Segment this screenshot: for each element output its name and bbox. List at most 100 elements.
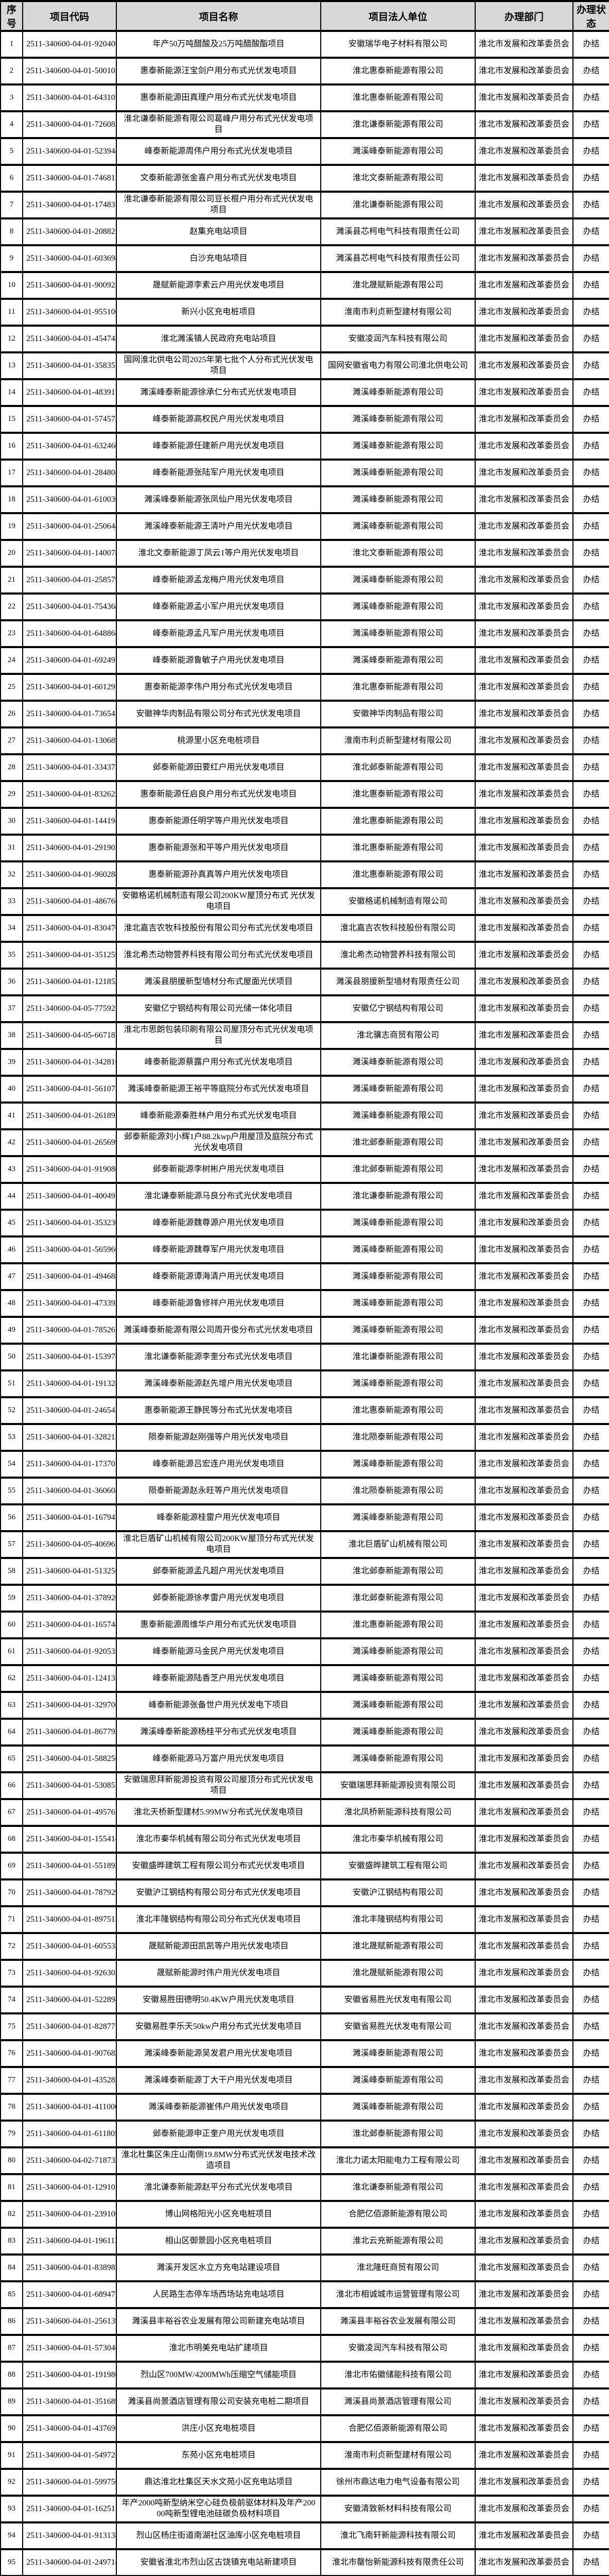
legal-entity-cell: 淮北惠泰新能源有限公司 (320, 673, 476, 702)
project-name-cell: 安徽省淮北市烈山区古饶镇充电站新建项目 (116, 2548, 321, 2576)
row-number-cell: 24 (0, 646, 23, 675)
legal-entity-cell: 濉溪峰泰新能源有限公司 (320, 1235, 476, 1264)
project-code-cell: 2511-340600-04-01-726085 (22, 110, 117, 139)
project-code-cell: 2511-340600-04-01-144194 (22, 807, 117, 836)
table-row: 39 2511-340600-04-01-342810 峰泰新能源蔡露户用分布式光伏… (0, 1048, 609, 1077)
table-row: 13 2511-340600-04-01-358357 国网淮北供电公司2025年第… (0, 351, 609, 380)
table-row: 5 2511-340600-04-01-523944 峰泰新能源周伟户用分布式光伏发… (0, 137, 609, 166)
legal-entity-cell: 濉溪峰泰新能源有限公司 (320, 2066, 476, 2095)
row-number-cell: 36 (0, 968, 23, 996)
project-code-cell: 2511-340600-04-01-249714 (22, 2548, 117, 2576)
project-name-cell: 烈山区700MW/4200MWh压缩空气储能项目 (116, 2361, 321, 2389)
project-name-cell: 国网淮北供电公司2025年第七批个人分布式光伏发电项目 (116, 351, 321, 380)
department-cell: 淮北市发展和改革委员会 (475, 1235, 573, 1264)
table-row: 1 2511-340600-04-01-920406 年产50万吨醋酸及25万吨醋酸… (0, 30, 609, 59)
legal-entity-cell: 淮北飞南轩新能源科技有限公司 (320, 2521, 476, 2550)
project-code-cell: 2511-340600-04-01-351689 (22, 2387, 117, 2416)
project-code-cell: 2511-340600-04-01-785261 (22, 1316, 117, 1345)
table-row: 12 2511-340600-04-01-454742 淮北濉溪镇人民政府充电站项目… (0, 325, 609, 353)
department-cell: 淮北市发展和改革委员会 (475, 1503, 573, 1532)
table-row: 59 2511-340600-04-01-378920 邺泰新能源徐孝雷户用光伏发电… (0, 1584, 609, 1613)
project-name-cell: 相山区御景园小区充电桩项目 (116, 2227, 321, 2256)
row-number-cell: 76 (0, 2039, 23, 2068)
status-cell: 办结 (572, 2200, 609, 2229)
project-code-cell: 2511-340600-04-01-549724 (22, 2441, 117, 2470)
department-cell: 淮北市发展和改革委员会 (475, 2495, 573, 2523)
department-cell: 淮北市发展和改革委员会 (475, 807, 573, 836)
table-row: 38 2511-340600-04-05-667181 淮北市思朗包装印刷有限公司屋… (0, 1021, 609, 1050)
row-number-cell: 5 (0, 137, 23, 166)
department-cell: 淮北市发展和改革委员会 (475, 2521, 573, 2550)
project-name-cell: 邺泰新能源李树彬户用光伏发电项目 (116, 1155, 321, 1184)
department-cell: 淮北市发展和改革委员会 (475, 1852, 573, 1880)
legal-entity-cell: 淮北凤桥新能源科技有限公司 (320, 1798, 476, 1827)
department-cell: 淮北市发展和改革委员会 (475, 1718, 573, 1747)
project-name-cell: 桃源里小区充电桩项目 (116, 726, 321, 755)
project-code-cell: 2511-340600-04-01-754368 (22, 592, 117, 621)
department-cell: 淮北市发展和改革委员会 (475, 2039, 573, 2068)
table-row: 21 2511-340600-04-01-258579 峰泰新能源孟龙梅户用光伏发电… (0, 566, 609, 595)
legal-entity-cell: 淮北丰隆钢结构有限公司 (320, 1905, 476, 1934)
status-cell: 办结 (572, 1557, 609, 1586)
table-row: 87 2511-340600-04-01-573046 淮北市明美充电站扩建项目 安徽… (0, 2334, 609, 2363)
project-name-cell: 濉溪峰泰新能源张凤仙户用光伏发电项目 (116, 485, 321, 514)
row-number-cell: 54 (0, 1450, 23, 1479)
status-cell: 办结 (572, 1744, 609, 1773)
legal-entity-cell: 安徽沪江钢结构有限公司 (320, 1878, 476, 1907)
status-cell: 办结 (572, 2387, 609, 2416)
project-name-cell: 陨泰新能源赵永旺等户用光伏发电项目 (116, 1477, 321, 1505)
project-code-cell: 2511-340600-04-01-250644 (22, 512, 117, 541)
project-name-cell: 峰泰新能源魏尊源户用光伏发电项目 (116, 1209, 321, 1238)
project-code-cell: 2511-340600-04-01-828771 (22, 2012, 117, 2041)
project-code-cell: 2511-340600-04-01-588256 (22, 1744, 117, 1773)
status-cell: 办结 (572, 1878, 609, 1907)
row-number-cell: 9 (0, 244, 23, 273)
row-number-cell: 91 (0, 2441, 23, 2470)
department-cell: 淮北市发展和改革委员会 (475, 164, 573, 193)
row-number-cell: 18 (0, 485, 23, 514)
legal-entity-cell: 淮北谦泰新能源有限公司 (320, 1182, 476, 1211)
row-number-cell: 88 (0, 2361, 23, 2389)
legal-entity-cell: 濉溪峰泰新能源有限公司 (320, 1664, 476, 1693)
column-header-department: 办理部门 (475, 0, 573, 32)
project-code-cell: 2511-340600-04-01-165744 (22, 1611, 117, 1639)
status-cell: 办结 (572, 1986, 609, 2014)
status-cell: 办结 (572, 1235, 609, 1264)
project-code-cell: 2511-340600-04-01-353230 (22, 1209, 117, 1238)
legal-entity-cell: 濉溪峰泰新能源有限公司 (320, 1101, 476, 1130)
project-code-cell: 2511-340600-04-01-513256 (22, 1557, 117, 1586)
table-row: 16 2511-340600-04-01-632460 峰泰新能源任建新户用光伏发电… (0, 432, 609, 461)
row-number-cell: 92 (0, 2468, 23, 2497)
status-cell: 办结 (572, 1664, 609, 1693)
project-name-cell: 峰泰新能源高权民户用光伏发电项目 (116, 405, 321, 434)
row-number-cell: 52 (0, 1396, 23, 1425)
project-code-cell: 2511-340600-04-01-565966 (22, 1235, 117, 1264)
legal-entity-cell: 淮北邺泰新能源有限公司 (320, 753, 476, 782)
row-number-cell: 32 (0, 860, 23, 889)
legal-entity-cell: 安徽清致新材料科技有限公司 (320, 2495, 476, 2523)
row-number-cell: 28 (0, 753, 23, 782)
project-name-cell: 濉溪峰泰新能源杨桂平分布式光伏发电项目 (116, 1718, 321, 1747)
legal-entity-cell: 濉溪峰泰新能源有限公司 (320, 432, 476, 461)
project-code-cell: 2511-340600-04-01-643101 (22, 83, 117, 112)
row-number-cell: 11 (0, 298, 23, 327)
project-code-cell: 2511-340600-04-01-208821 (22, 217, 117, 246)
row-number-cell: 4 (0, 110, 23, 139)
department-cell: 淮北市发展和改革委员会 (475, 1825, 573, 1854)
project-code-cell: 2511-340600-04-01-239106 (22, 2200, 117, 2229)
project-code-cell: 2511-340600-04-01-291901 (22, 834, 117, 862)
table-row: 49 2511-340600-04-01-785261 濉溪峰泰新能源有限公司周开俊… (0, 1316, 609, 1345)
department-cell: 淮北市发展和改革委员会 (475, 2173, 573, 2202)
status-cell: 办结 (572, 2521, 609, 2550)
table-row: 46 2511-340600-04-01-565966 峰泰新能源魏尊军户用光伏发电… (0, 1235, 609, 1264)
project-code-cell: 2511-340600-04-01-342810 (22, 1048, 117, 1077)
status-cell: 办结 (572, 351, 609, 380)
project-name-cell: 新兴小区充电桩项目 (116, 298, 321, 327)
project-code-cell: 2511-340600-04-01-574573 (22, 405, 117, 434)
project-name-cell: 惠泰新能源周维华户用分布式光伏发电项目 (116, 1611, 321, 1639)
row-number-cell: 1 (0, 30, 23, 59)
row-number-cell: 70 (0, 1878, 23, 1907)
project-name-cell: 峰泰新能源桂雷户用光伏发电项目 (116, 1503, 321, 1532)
status-cell: 办结 (572, 2414, 609, 2443)
status-cell: 办结 (572, 459, 609, 487)
